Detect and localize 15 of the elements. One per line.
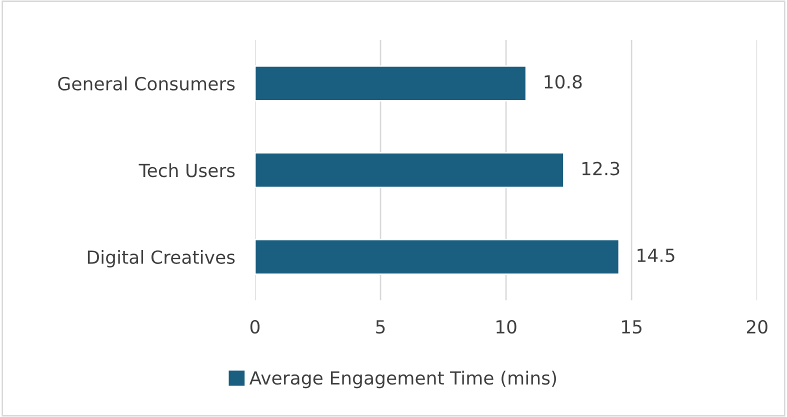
x-tick-label: 0 <box>250 320 260 334</box>
bar <box>254 65 527 102</box>
y-tick-label: Digital Creatives <box>88 250 235 268</box>
y-tick-label: General Consumers <box>58 76 235 91</box>
data-label: 12.3 <box>582 162 620 176</box>
x-tick-label: 10 <box>496 320 516 334</box>
legend-label: Average Engagement Time (mins) <box>249 370 556 388</box>
x-tick-label: 15 <box>622 320 642 334</box>
y-tick-label: Tech Users <box>138 163 235 178</box>
x-tick-label: 20 <box>746 320 768 334</box>
data-label: 10.8 <box>544 74 582 89</box>
x-tick-label: 5 <box>376 320 385 334</box>
bar <box>254 238 620 275</box>
data-label: 14.5 <box>638 248 674 262</box>
bar <box>254 152 564 188</box>
